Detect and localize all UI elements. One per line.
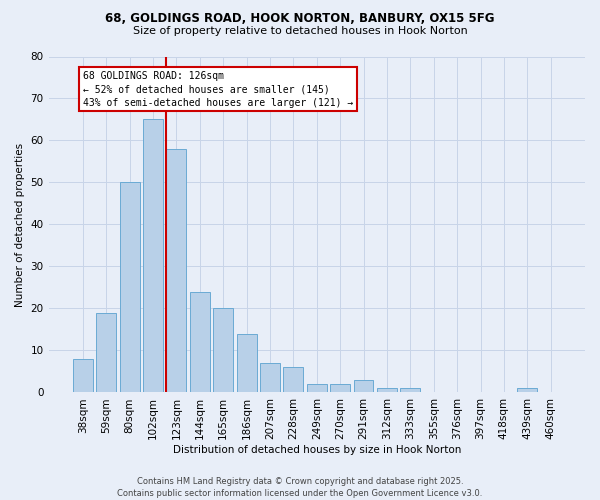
Bar [120,182,140,392]
Text: 68 GOLDINGS ROAD: 126sqm
← 52% of detached houses are smaller (145)
43% of semi-: 68 GOLDINGS ROAD: 126sqm ← 52% of detach… [83,71,353,108]
Bar [353,380,373,392]
Bar [236,334,257,392]
Bar [97,312,116,392]
Y-axis label: Number of detached properties: Number of detached properties [15,142,25,306]
Bar [400,388,420,392]
Bar [260,363,280,392]
X-axis label: Distribution of detached houses by size in Hook Norton: Distribution of detached houses by size … [173,445,461,455]
Bar [307,384,327,392]
Bar [213,308,233,392]
Text: Contains HM Land Registry data © Crown copyright and database right 2025.
Contai: Contains HM Land Registry data © Crown c… [118,476,482,498]
Bar [73,359,93,392]
Bar [330,384,350,392]
Bar [377,388,397,392]
Bar [143,120,163,392]
Bar [283,368,304,392]
Bar [190,292,210,392]
Text: Size of property relative to detached houses in Hook Norton: Size of property relative to detached ho… [133,26,467,36]
Text: 68, GOLDINGS ROAD, HOOK NORTON, BANBURY, OX15 5FG: 68, GOLDINGS ROAD, HOOK NORTON, BANBURY,… [105,12,495,26]
Bar [166,149,187,392]
Bar [517,388,537,392]
